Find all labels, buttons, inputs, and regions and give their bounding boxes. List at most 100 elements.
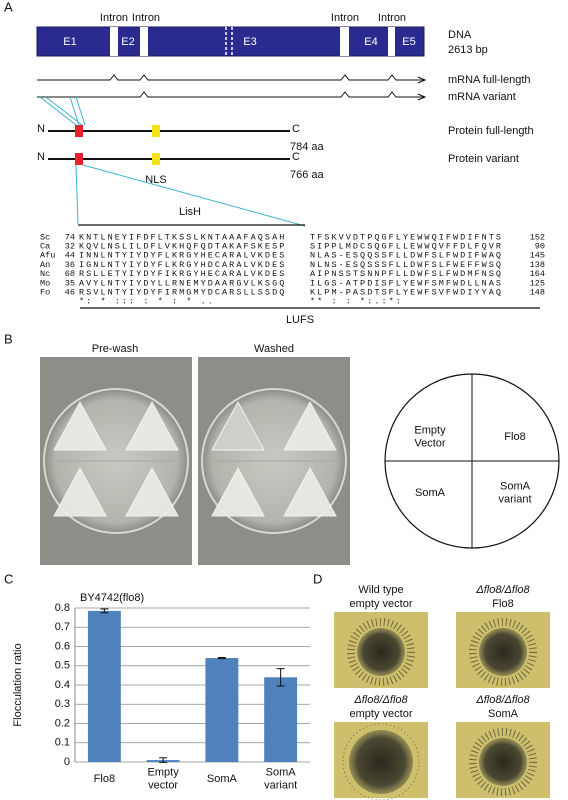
lufs-label: LUFS bbox=[286, 314, 314, 326]
error-bar bbox=[276, 668, 285, 687]
y-tick-label: 0.8 bbox=[55, 602, 70, 614]
intron-label: Intron bbox=[132, 12, 160, 24]
cell-aggregate bbox=[342, 723, 420, 800]
quadrant-label: SomA variant bbox=[498, 480, 531, 505]
species: Nc bbox=[40, 269, 50, 279]
protein-length: 766 aa bbox=[290, 169, 325, 181]
error-bar bbox=[100, 608, 109, 614]
bar bbox=[205, 658, 239, 762]
y-tick-label: 0.3 bbox=[55, 698, 70, 710]
exon-label: E1 bbox=[63, 36, 76, 48]
sequence: TFSKVVDTPQGFLYEWWQIFWDIFNTS bbox=[310, 232, 503, 242]
consensus: ** : : *:.:*: bbox=[310, 297, 403, 307]
nls-box bbox=[152, 125, 160, 137]
intron-gap bbox=[110, 27, 118, 56]
c-terminus: C bbox=[292, 123, 300, 135]
cell-aggregate bbox=[479, 738, 527, 786]
x-tick-label: SomA bbox=[207, 773, 238, 785]
image-label: SomA bbox=[488, 708, 519, 720]
cell-aggregate bbox=[349, 730, 413, 794]
cell-aggregate bbox=[479, 628, 527, 676]
quadrant-label: Empty Vector bbox=[414, 424, 446, 449]
dna-bar bbox=[36, 26, 425, 57]
lish-box bbox=[75, 125, 83, 137]
mrna-label: mRNA full-length bbox=[448, 74, 531, 86]
mrna-line bbox=[37, 74, 424, 81]
colony-patch bbox=[211, 400, 265, 451]
sequence: INNLNTYIYDYFLKRGYHECARALVKDES bbox=[79, 251, 286, 261]
end-pos: 138 bbox=[530, 260, 545, 270]
c-terminus: C bbox=[292, 151, 300, 163]
y-tick-label: 0 bbox=[64, 756, 70, 768]
image-label: Δflo8/Δflo8 bbox=[475, 584, 530, 596]
image-label: Δflo8/Δflo8 bbox=[475, 694, 530, 706]
mrna-label: mRNA variant bbox=[448, 91, 516, 103]
end-pos: 152 bbox=[530, 232, 545, 242]
intron-label: Intron bbox=[100, 12, 128, 24]
panel-letter: B bbox=[4, 331, 13, 346]
bar bbox=[87, 610, 121, 762]
exon-label: E2 bbox=[121, 36, 134, 48]
y-tick-label: 0.7 bbox=[55, 621, 70, 633]
species: Mo bbox=[40, 278, 50, 288]
species: An bbox=[40, 260, 50, 270]
colony-patch bbox=[53, 400, 107, 451]
cell-aggregate bbox=[469, 618, 537, 686]
colony-patch bbox=[53, 466, 107, 517]
x-tick-label: Flo8 bbox=[94, 773, 115, 785]
quadrant-label: Flo8 bbox=[504, 431, 525, 443]
end-pos: 164 bbox=[530, 269, 545, 279]
error-bar bbox=[159, 757, 168, 763]
zoom-line bbox=[75, 164, 79, 225]
sequence: RSVLNTYIYDYFIRMGMYDCARSLLSSDQ bbox=[79, 287, 286, 297]
image-label: Flo8 bbox=[492, 598, 513, 610]
protein-label: Protein variant bbox=[448, 153, 519, 165]
protein-length: 784 aa bbox=[290, 141, 325, 153]
exon-label: E3 bbox=[243, 36, 256, 48]
cell-aggregate bbox=[357, 628, 405, 676]
start-pos: 46 bbox=[65, 287, 75, 297]
start-pos: 44 bbox=[65, 251, 75, 261]
sequence: NLAS-ESQQSSFLLDWFSLFWDIFWAQ bbox=[310, 251, 503, 261]
sequence: AIPNSSTSNNPFLLDWFSLFWDMFNSQ bbox=[310, 269, 503, 279]
start-pos: 32 bbox=[65, 241, 75, 251]
arrow-head bbox=[417, 76, 427, 84]
panel-letter: A bbox=[4, 0, 13, 14]
sequence: AVYLNTYIYDYLLRNEMYDAARGVLKSGQ bbox=[79, 278, 286, 288]
sequence: RSLLETYIYDYFIKRGYHECARALVKDES bbox=[79, 269, 286, 279]
species: Afu bbox=[40, 251, 55, 261]
connector bbox=[69, 96, 80, 126]
species: Sc bbox=[40, 232, 50, 242]
connector bbox=[45, 96, 83, 126]
colony-patch bbox=[283, 466, 337, 517]
n-terminus: N bbox=[37, 123, 45, 135]
lish-box bbox=[75, 153, 83, 165]
lish-label: LisH bbox=[179, 206, 201, 218]
intron-label: Intron bbox=[331, 12, 359, 24]
cell-aggregate bbox=[347, 618, 415, 686]
species: Fo bbox=[40, 287, 50, 297]
end-pos: 148 bbox=[530, 287, 545, 297]
image-label: Δflo8/Δflo8 bbox=[353, 694, 408, 706]
sequence: ILGS-ATPDISFLYEWFSMFWDLLNAS bbox=[310, 278, 503, 288]
end-pos: 90 bbox=[535, 241, 545, 251]
intron-label: Intron bbox=[378, 12, 406, 24]
colony-patch bbox=[125, 400, 179, 451]
sequence: KLPM-PASDTSFLYEWFSVFWDIYYAQ bbox=[310, 287, 503, 297]
y-tick-label: 0.2 bbox=[55, 717, 70, 729]
exon-label: E5 bbox=[402, 36, 415, 48]
arrow-head bbox=[417, 93, 427, 101]
y-axis-label: Flocculation ratio bbox=[12, 643, 24, 726]
nls-box bbox=[152, 153, 160, 165]
connector bbox=[39, 96, 77, 126]
protein-label: Protein full-length bbox=[448, 125, 534, 137]
sequence: SIPPLMDCSQGFLLEWWQVFFDLFQVR bbox=[310, 241, 503, 251]
error-bar bbox=[217, 656, 226, 660]
bar bbox=[264, 677, 298, 762]
exon-label: E4 bbox=[364, 36, 377, 48]
sequence: IGNLNTYIYDYFLKRGYHDCARALVKDES bbox=[79, 260, 286, 270]
intron-gap bbox=[340, 27, 349, 56]
dna-label: DNA bbox=[448, 29, 472, 41]
start-pos: 68 bbox=[65, 269, 75, 279]
